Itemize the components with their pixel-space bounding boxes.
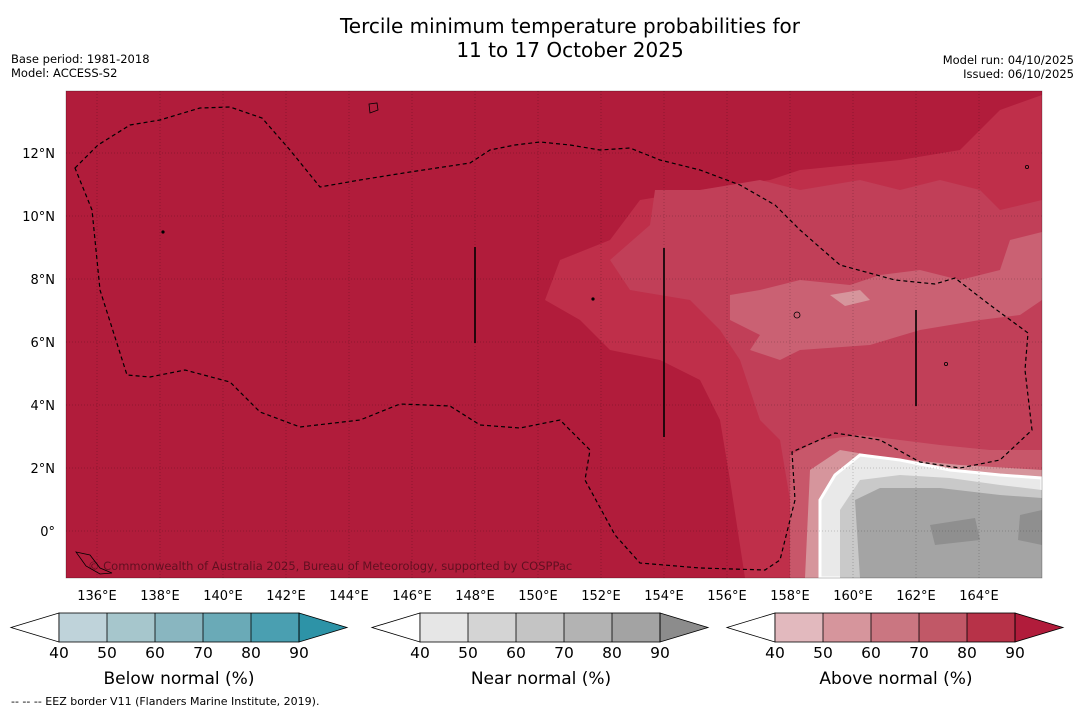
colorbar-under-triangle (725, 612, 776, 643)
colorbar-tick-label: 80 (602, 644, 622, 662)
colorbar-below-normal: 40 50 60 70 80 90 (9, 612, 349, 662)
colorbar-over-triangle (1014, 612, 1065, 643)
island-dot-2 (591, 297, 595, 301)
longitude-labels: 136°E 138°E 140°E 142°E 144°E 146°E 148°… (77, 589, 999, 604)
chart-title: Tercile minimum temperature probabilitie… (0, 14, 1085, 62)
lon-label: 150°E (518, 589, 558, 604)
colorbar-tick-label: 50 (813, 644, 833, 662)
colorbar-segment (107, 613, 155, 642)
colorbar-over-triangle (659, 612, 710, 643)
lon-label: 156°E (707, 589, 747, 604)
colorbar-segment (871, 613, 919, 642)
colorbar-tick-label: 90 (289, 644, 309, 662)
colorbar-tick-label: 40 (410, 644, 430, 662)
lon-label: 154°E (644, 589, 684, 604)
title-line-1: Tercile minimum temperature probabilitie… (339, 14, 801, 38)
lon-label: 148°E (455, 589, 495, 604)
eez-border (74, 106, 1033, 571)
colorbar-tick-label: 90 (1005, 644, 1025, 662)
colorbar-near-normal: 40 50 60 70 80 90 (370, 612, 710, 662)
lat-label: 4°N (31, 399, 56, 414)
colorbar-frame (774, 612, 1016, 643)
colorbar-tick-label: 90 (650, 644, 670, 662)
colorbar-frame (419, 612, 661, 643)
colorbar-under-triangle (370, 612, 421, 643)
meta-left: Base period: 1981-2018 Model: ACCESS-S2 (11, 52, 150, 80)
near-90-patch-1 (930, 518, 980, 545)
island-dot-1 (161, 230, 165, 234)
island-dot-3 (944, 361, 949, 366)
probability-field: © Commonwealth of Australia 2025, Bureau… (66, 91, 1042, 578)
colorbar-segment (59, 613, 107, 642)
colorbar-tick-label: 60 (861, 644, 881, 662)
lon-label: 160°E (833, 589, 873, 604)
colorbar-tick-label: 70 (554, 644, 574, 662)
colorbar-tick-label: 60 (145, 644, 165, 662)
lat-label: 10°N (22, 210, 55, 225)
lat-label: 8°N (31, 273, 56, 288)
lat-label: 0° (40, 525, 55, 540)
island-outline-1 (368, 102, 379, 114)
lon-label: 140°E (203, 589, 243, 604)
island-outline-2 (793, 311, 801, 319)
lon-label: 158°E (770, 589, 810, 604)
model-name: Model: ACCESS-S2 (11, 66, 118, 80)
model-run: Model run: 04/10/2025 (942, 53, 1074, 67)
lon-label: 142°E (266, 589, 306, 604)
colorbar-segment (516, 613, 564, 642)
lon-label: 162°E (896, 589, 936, 604)
issued-date: Issued: 06/10/2025 (963, 67, 1074, 81)
base-period: Base period: 1981-2018 (11, 52, 150, 66)
map-frame (65, 90, 1043, 579)
colorbar-segment (564, 613, 612, 642)
island-dot-4 (1025, 164, 1030, 169)
colorbar-segment (468, 613, 516, 642)
colorbar-tick-label: 50 (97, 644, 117, 662)
colorbar-tick-label: 40 (765, 644, 785, 662)
colorbar-segment (251, 613, 299, 642)
colorbar-tick-label: 70 (909, 644, 929, 662)
lon-label: 152°E (581, 589, 621, 604)
colorbar-frame (58, 612, 300, 643)
title-line-2: 11 to 17 October 2025 (456, 38, 684, 62)
colorbar-label-above: Above normal (%) (819, 669, 972, 689)
above-60-region (730, 232, 1042, 360)
colorbar-tick-label: 80 (241, 644, 261, 662)
eez-footnote: -- -- -- EEZ border V11 (Flanders Marine… (11, 695, 320, 708)
colorbar-tick-label: 70 (193, 644, 213, 662)
colorbar-tick-label: 50 (458, 644, 478, 662)
lat-label: 12°N (22, 147, 55, 162)
colorbar-segment (775, 613, 823, 642)
colorbar-over-triangle (298, 612, 349, 643)
colorbar-above-normal: 40 50 60 70 80 90 (725, 612, 1065, 662)
colorbar-label-below: Below normal (%) (104, 669, 255, 689)
colorbar-label-near: Near normal (%) (471, 669, 611, 689)
near-90-patch-2 (1018, 510, 1042, 545)
colorbar-tick-label: 40 (49, 644, 69, 662)
lon-label: 144°E (329, 589, 369, 604)
colorbar-segment (919, 613, 967, 642)
colorbar-tick-label: 60 (506, 644, 526, 662)
colorbar-under-triangle (9, 612, 60, 643)
lat-label: 6°N (31, 336, 56, 351)
colorbar-segment (155, 613, 203, 642)
meta-right: Model run: 04/10/2025 Issued: 06/10/2025 (943, 53, 1074, 81)
colorbar-segment (612, 613, 660, 642)
colorbar-segment (823, 613, 871, 642)
colorbar-tick-label: 80 (957, 644, 977, 662)
lon-label: 136°E (77, 589, 117, 604)
latitude-labels: 12°N 10°N 8°N 6°N 4°N 2°N 0° (22, 147, 55, 540)
lon-label: 138°E (140, 589, 180, 604)
lon-label: 146°E (392, 589, 432, 604)
colorbar-segment (203, 613, 251, 642)
coastline-outline (75, 551, 113, 575)
colorbar-segment (420, 613, 468, 642)
lon-label: 164°E (959, 589, 999, 604)
colorbar-segment (967, 613, 1015, 642)
lat-label: 2°N (31, 462, 56, 477)
above-50-patch (830, 290, 870, 306)
copyright-notice: © Commonwealth of Australia 2025, Bureau… (88, 559, 572, 573)
